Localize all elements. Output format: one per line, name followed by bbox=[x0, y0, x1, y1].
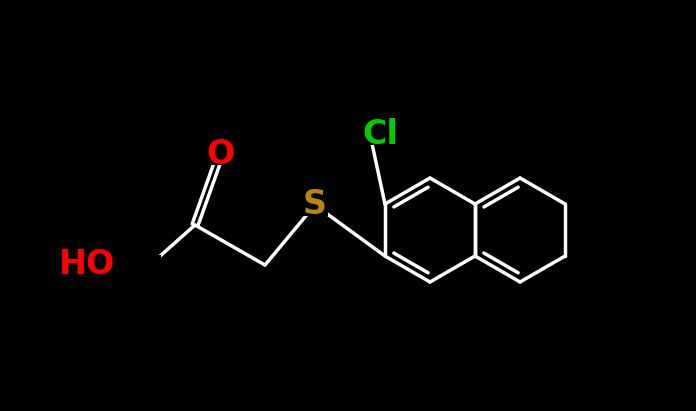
Bar bbox=[139, 255, 161, 275]
Bar bbox=[303, 194, 328, 216]
Bar bbox=[210, 145, 230, 165]
Text: Cl: Cl bbox=[362, 118, 398, 150]
Text: HO: HO bbox=[59, 249, 115, 282]
Bar bbox=[68, 254, 106, 276]
Text: S: S bbox=[303, 189, 327, 222]
Text: O: O bbox=[206, 139, 234, 171]
Bar bbox=[361, 123, 399, 145]
